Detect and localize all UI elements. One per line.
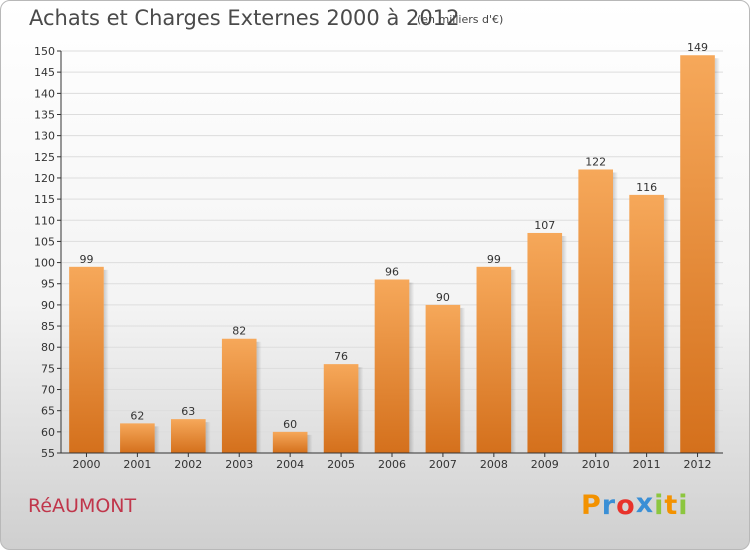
y-tick-label: 105 (34, 235, 55, 248)
y-tick-label: 70 (41, 384, 55, 397)
bar-shadow (307, 434, 313, 453)
bar-shadow (154, 426, 160, 453)
proxiti-logo: Proxiti (581, 488, 689, 521)
bar-shadow (562, 235, 568, 453)
y-tick-label: 60 (41, 426, 55, 439)
y-tick-label: 90 (41, 299, 55, 312)
bar (578, 169, 614, 454)
y-tick-label: 150 (34, 45, 55, 58)
logo-letter: i (654, 490, 665, 521)
x-tick-label: 2008 (480, 458, 508, 471)
logo-letter: o (616, 490, 636, 521)
x-tick-label: 2004 (276, 458, 304, 471)
bar (527, 232, 563, 453)
y-tick-label: 125 (34, 151, 55, 164)
data-label: 63 (181, 405, 195, 418)
chart-title: Achats et Charges Externes 2000 à 2012 (29, 6, 460, 30)
data-label: 107 (534, 219, 555, 232)
data-label: 62 (130, 409, 144, 422)
x-tick-label: 2000 (72, 458, 100, 471)
bar (69, 266, 104, 453)
data-label: 122 (585, 155, 606, 168)
y-tick-label: 75 (41, 362, 55, 375)
y-tick-label: 135 (34, 108, 55, 121)
bar (170, 419, 206, 453)
y-tick-label: 100 (34, 257, 55, 270)
bar-shadow (205, 422, 211, 453)
bar (680, 55, 715, 454)
y-tick-label: 130 (34, 130, 55, 143)
bar-shadow (613, 172, 619, 454)
bar-shadow (511, 269, 517, 453)
bar-shadow (256, 341, 262, 453)
bar-shadow (103, 269, 109, 453)
data-label: 82 (232, 325, 246, 338)
y-tick-label: 110 (34, 214, 55, 227)
x-tick-label: 2010 (582, 458, 610, 471)
x-tick-label: 2012 (684, 458, 712, 471)
x-tick-label: 2006 (378, 458, 406, 471)
y-tick-label: 120 (34, 172, 55, 185)
x-tick-label: 2003 (225, 458, 253, 471)
data-label: 99 (487, 253, 501, 266)
x-tick-label: 2007 (429, 458, 457, 471)
logo-letter: P (581, 490, 602, 521)
bar-shadow (460, 307, 466, 453)
y-tick-label: 85 (41, 320, 55, 333)
bar (476, 266, 512, 453)
data-label: 90 (436, 291, 450, 304)
x-tick-label: 2001 (123, 458, 151, 471)
bar (425, 304, 461, 453)
x-tick-label: 2009 (531, 458, 559, 471)
x-tick-label: 2011 (633, 458, 661, 471)
bar-shadow (663, 197, 669, 453)
bar (629, 194, 664, 453)
bar-shadow (358, 367, 364, 453)
y-tick-label: 80 (41, 341, 55, 354)
data-label: 60 (283, 418, 297, 431)
data-label: 96 (385, 266, 399, 279)
y-tick-label: 55 (41, 447, 55, 460)
bar-shadow (409, 282, 415, 453)
bar (221, 338, 257, 453)
y-tick-label: 145 (34, 66, 55, 79)
y-tick-label: 95 (41, 278, 55, 291)
bar (272, 431, 308, 453)
data-label: 99 (79, 253, 93, 266)
data-label: 116 (636, 181, 657, 194)
logo-letter: x (635, 488, 655, 519)
commune-name: RéAUMONT (28, 495, 137, 517)
bar (120, 423, 155, 453)
logo-letter: r (601, 490, 617, 521)
bar (374, 279, 410, 453)
chart-subtitle: (en milliers d'€) (417, 13, 504, 26)
bar (323, 364, 359, 453)
y-tick-label: 140 (34, 87, 55, 100)
y-tick-label: 115 (34, 193, 55, 206)
bar-shadow (714, 58, 720, 454)
x-tick-label: 2005 (327, 458, 355, 471)
logo-letter: t (664, 490, 679, 521)
logo-letter: i (678, 490, 689, 521)
x-tick-label: 2002 (174, 458, 202, 471)
data-label: 76 (334, 350, 348, 363)
y-tick-label: 65 (41, 405, 55, 418)
data-label: 149 (687, 41, 708, 54)
